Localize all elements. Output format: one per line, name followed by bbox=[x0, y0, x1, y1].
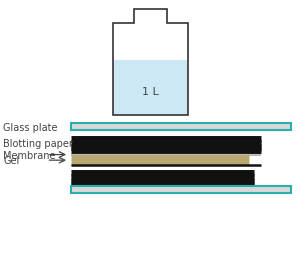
Bar bbox=[70, 186, 291, 193]
Text: Blotting paper: Blotting paper bbox=[3, 138, 73, 149]
Text: Glass plate: Glass plate bbox=[3, 122, 58, 132]
Text: 1 L: 1 L bbox=[142, 86, 158, 97]
Text: Gel: Gel bbox=[3, 155, 19, 166]
Text: Membrane: Membrane bbox=[3, 150, 56, 160]
Polygon shape bbox=[112, 10, 188, 116]
Polygon shape bbox=[112, 61, 188, 116]
Bar bbox=[70, 124, 291, 131]
